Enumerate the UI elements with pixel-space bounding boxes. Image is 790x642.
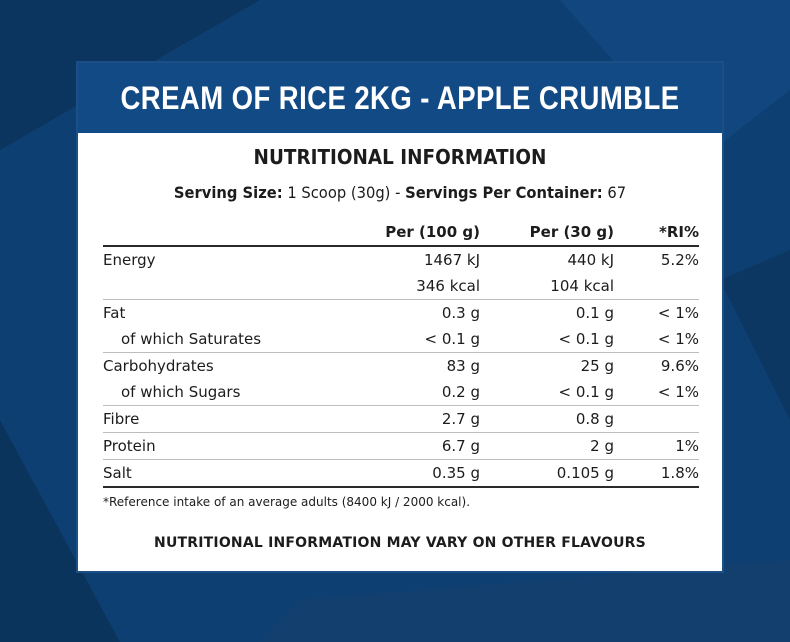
cell-ri: < 1% bbox=[657, 330, 699, 348]
row-label: of which Sugars bbox=[121, 383, 241, 401]
servings-per-container-value: 67 bbox=[607, 183, 627, 202]
cell-ri: 5.2% bbox=[660, 251, 699, 269]
cell-per-30g: 0.1 g bbox=[480, 299, 614, 326]
nutrition-card: CREAM OF RICE 2KG - APPLE CRUMBLE NUTRIT… bbox=[76, 61, 724, 573]
title-banner: CREAM OF RICE 2KG - APPLE CRUMBLE bbox=[78, 63, 722, 133]
section-heading: NUTRITIONAL INFORMATION bbox=[253, 145, 547, 169]
cell-per-30g: 0.8 g bbox=[480, 405, 614, 433]
table-row: Carbohydrates 83 g 25 g 9.6% bbox=[103, 352, 699, 379]
cell-per-100g: < 0.1 g bbox=[424, 330, 480, 348]
cell-per-100g: 83 g bbox=[343, 352, 480, 379]
serving-size-label: Serving Size: bbox=[173, 183, 283, 202]
table-row: Fat 0.3 g 0.1 g < 1% bbox=[103, 299, 699, 326]
cell-per-30g: 25 g bbox=[480, 352, 614, 379]
nutrition-table: Per (100 g) Per (30 g) *RI% Energy 1467 … bbox=[103, 219, 699, 488]
serving-size-value: 1 Scoop (30g) - bbox=[287, 183, 401, 202]
table-row: Protein 6.7 g 2 g 1% bbox=[103, 432, 699, 460]
table-row: 346 kcal 104 kcal bbox=[103, 273, 699, 300]
table-header-row: Per (100 g) Per (30 g) *RI% bbox=[103, 219, 699, 247]
column-header-per-100g: Per (100 g) bbox=[343, 219, 480, 247]
cell-ri: 1% bbox=[614, 432, 699, 460]
row-label: Energy bbox=[103, 251, 156, 269]
row-label: of which Saturates bbox=[121, 330, 262, 348]
column-header-per-30g: Per (30 g) bbox=[480, 219, 614, 247]
cell-per-30g: < 0.1 g bbox=[558, 330, 614, 348]
flavour-disclaimer: NUTRITIONAL INFORMATION MAY VARY ON OTHE… bbox=[154, 535, 646, 551]
reference-intake-footnote: *Reference intake of an average adults (… bbox=[103, 495, 471, 509]
cell-per-100g: 0.3 g bbox=[343, 299, 480, 326]
table-row: Salt 0.35 g 0.105 g 1.8% bbox=[103, 459, 699, 488]
serving-info: Serving Size: 1 Scoop (30g) - Servings P… bbox=[104, 183, 696, 202]
row-label: Carbohydrates bbox=[103, 352, 343, 379]
servings-per-container-label: Servings Per Container: bbox=[405, 183, 603, 202]
row-label bbox=[103, 273, 343, 300]
table-row: of which Saturates < 0.1 g < 0.1 g < 1% bbox=[103, 326, 699, 353]
cell-per-100g: 6.7 g bbox=[343, 432, 480, 460]
row-label: Protein bbox=[103, 432, 343, 460]
row-label: Fibre bbox=[103, 405, 343, 433]
cell-per-30g: < 0.1 g bbox=[558, 383, 614, 401]
table-row: Energy 1467 kJ 440 kJ 5.2% bbox=[103, 246, 699, 273]
cell-ri bbox=[614, 273, 699, 300]
cell-per-30g: 104 kcal bbox=[550, 277, 614, 295]
cell-per-100g: 2.7 g bbox=[343, 405, 480, 433]
cell-per-30g: 0.105 g bbox=[480, 459, 614, 488]
cell-ri: 1.8% bbox=[614, 459, 699, 488]
cell-per-30g: 2 g bbox=[480, 432, 614, 460]
cell-ri: < 1% bbox=[614, 299, 699, 326]
column-header-nutrient bbox=[103, 219, 343, 247]
row-label: Fat bbox=[103, 299, 343, 326]
table-row: Fibre 2.7 g 0.8 g bbox=[103, 405, 699, 433]
cell-per-100g: 0.2 g bbox=[441, 383, 480, 401]
product-title: CREAM OF RICE 2KG - APPLE CRUMBLE bbox=[120, 79, 680, 116]
cell-per-100g: 0.35 g bbox=[343, 459, 480, 488]
cell-per-100g: 1467 kJ bbox=[423, 251, 480, 269]
cell-per-100g: 346 kcal bbox=[416, 277, 480, 295]
column-header-ri: *RI% bbox=[614, 219, 699, 247]
row-label: Salt bbox=[103, 459, 343, 488]
cell-ri: < 1% bbox=[657, 383, 699, 401]
cell-per-30g: 440 kJ bbox=[567, 251, 614, 269]
cell-ri bbox=[614, 405, 699, 433]
table-row: of which Sugars 0.2 g < 0.1 g < 1% bbox=[103, 379, 699, 406]
cell-ri: 9.6% bbox=[614, 352, 699, 379]
